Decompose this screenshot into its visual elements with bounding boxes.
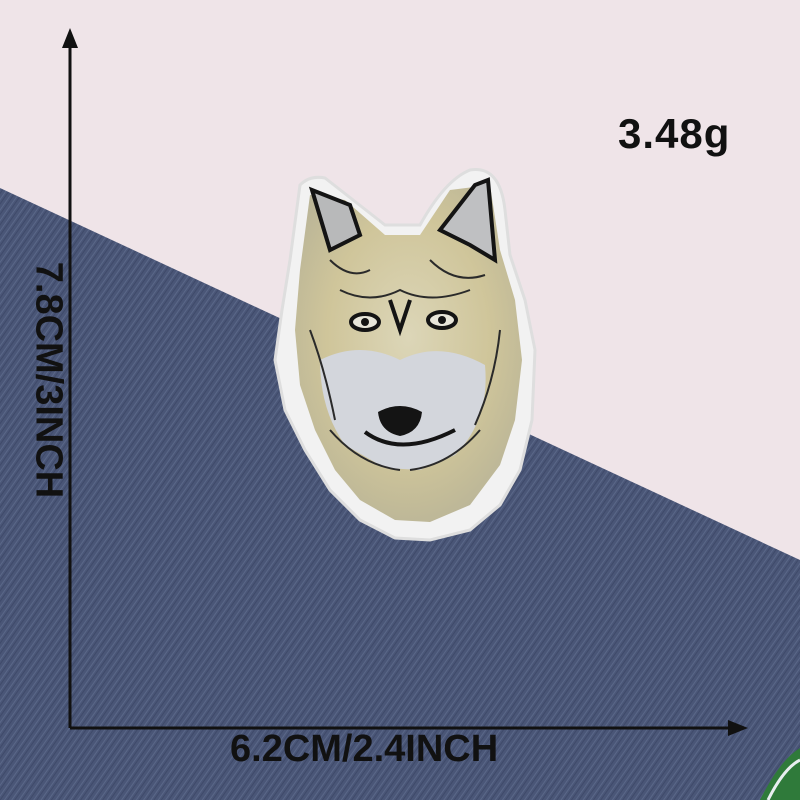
- width-arrow: [70, 720, 748, 736]
- height-arrow: [62, 28, 78, 728]
- weight-label: 3.48g: [618, 110, 731, 157]
- green-fabric-corner: [760, 748, 800, 800]
- right-ear: [436, 177, 498, 264]
- wolf-patch: [273, 168, 537, 542]
- wolf-mouth: [363, 428, 456, 447]
- left-ear: [308, 186, 363, 253]
- height-dimension-label: 7.8CM/3INCH: [27, 261, 70, 499]
- width-dimension-label: 6.2CM/2.4INCH: [230, 728, 499, 770]
- wolf-nose: [378, 406, 422, 436]
